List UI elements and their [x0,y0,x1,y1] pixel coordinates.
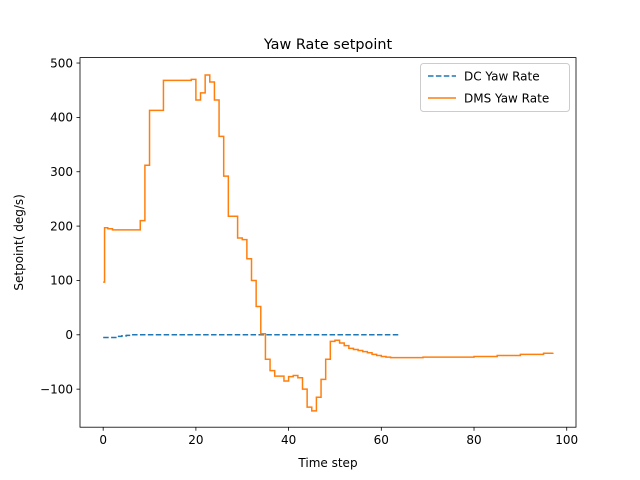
series-line-dc-yaw-rate [103,334,400,339]
y-tick-label: 300 [50,165,73,179]
legend-box [420,63,570,112]
chart-title: Yaw Rate setpoint [263,37,393,53]
x-tick-label: 100 [555,433,578,447]
x-axis-ticks: 0 20 40 60 80 100 [99,427,578,447]
y-tick-label: 0 [65,328,73,342]
y-axis-label: Setpoint( deg/s) [12,194,26,290]
y-tick-label: 100 [50,274,73,288]
y-axis-ticks: −100 0 100 200 300 400 500 [40,56,80,396]
legend-label-dc-yaw-rate: DC Yaw Rate [464,70,540,84]
y-tick-label: 200 [50,219,73,233]
series-line-dms-yaw-rate [103,74,554,412]
plot-frame [79,57,577,428]
x-axis-label: Time step [297,456,357,470]
x-tick-label: 20 [188,433,203,447]
legend: DC Yaw Rate DMS Yaw Rate [420,63,570,112]
x-tick-label: 40 [281,433,296,447]
y-tick-label: 500 [50,56,73,70]
y-tick-label: 400 [50,111,73,125]
x-tick-label: 60 [374,433,389,447]
x-tick-label: 0 [99,433,107,447]
x-tick-label: 80 [466,433,481,447]
y-tick-label: −100 [40,382,73,396]
legend-label-dms-yaw-rate: DMS Yaw Rate [464,92,549,106]
